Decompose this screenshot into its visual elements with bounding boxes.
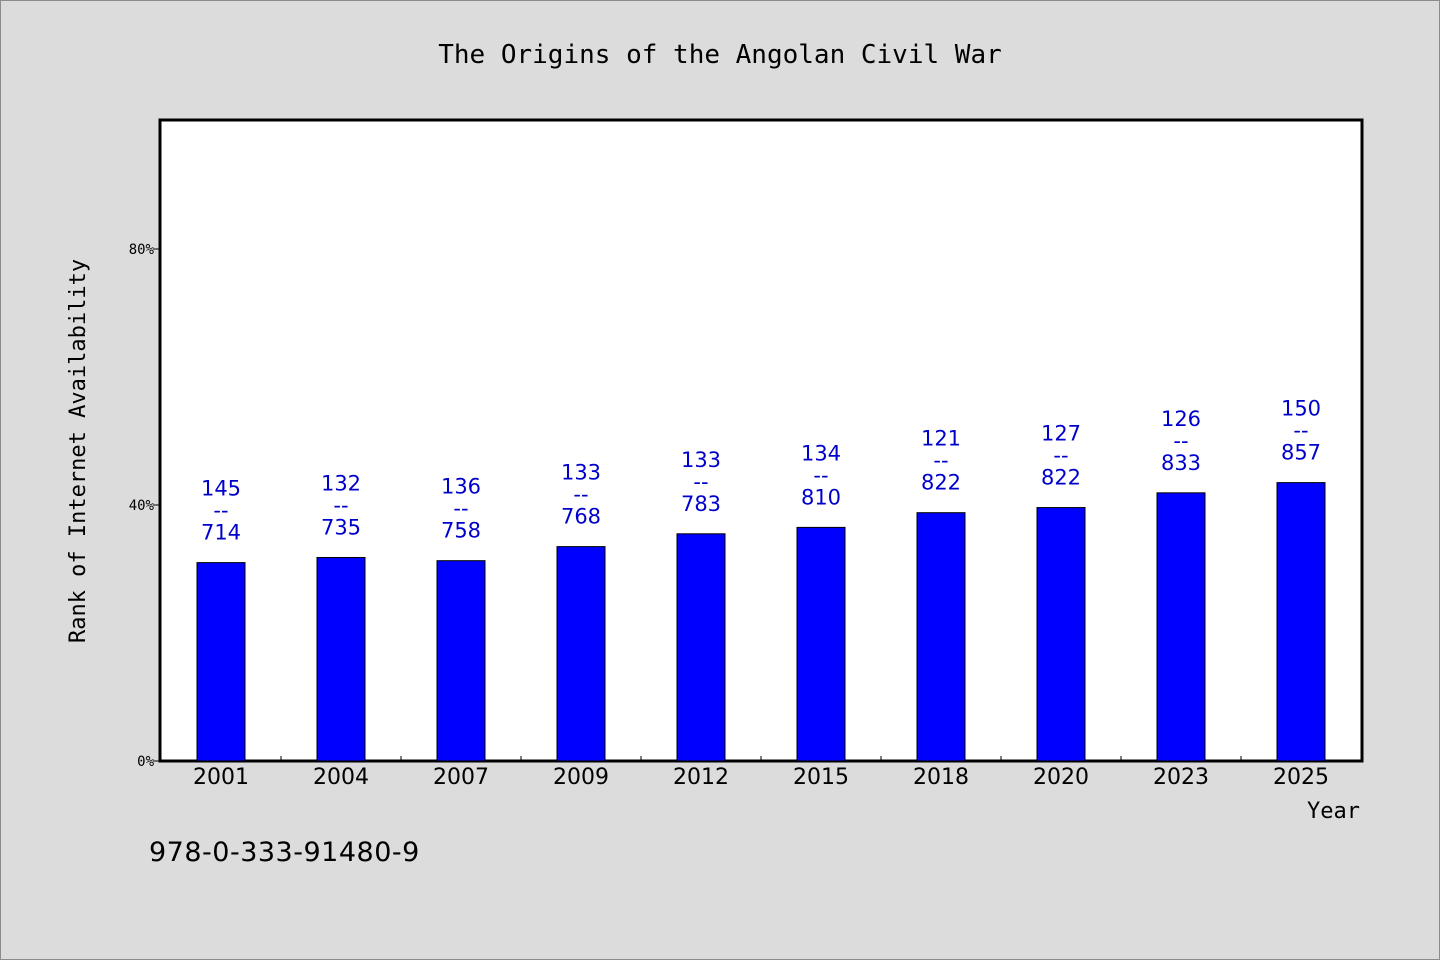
x-axis: 2001 2004 2007 2009 2012 2015 2018 2020 2023 2025 (193, 756, 1329, 790)
data-label-2009-sep: -- (573, 483, 588, 507)
data-label-2025-top: 150 (1281, 397, 1321, 421)
data-label-2007-top: 136 (441, 475, 481, 499)
data-label-2023-sep: -- (1173, 429, 1188, 453)
y-tick-label: 40% (129, 498, 155, 514)
data-label-2012-top: 133 (681, 448, 721, 472)
data-label-2020-sep: -- (1053, 444, 1068, 468)
data-label-2023-bottom: 833 (1161, 451, 1201, 475)
data-label-2020-bottom: 822 (1041, 466, 1081, 490)
data-label-2018-top: 121 (921, 427, 961, 451)
data-label-2015-sep: -- (813, 463, 828, 487)
data-label-2018-sep: -- (933, 449, 948, 473)
x-tick-label-2007: 2007 (433, 765, 489, 790)
data-label-2001-bottom: 714 (201, 521, 241, 545)
data-label-2025-bottom: 857 (1281, 441, 1321, 465)
x-tick-label-2025: 2025 (1273, 765, 1329, 790)
x-tick-label-2015: 2015 (793, 765, 849, 790)
data-label-2007-bottom: 758 (441, 519, 481, 543)
y-tick-label: 80% (129, 242, 155, 258)
data-label-2015-bottom: 810 (801, 485, 841, 509)
bar-2018 (916, 512, 966, 762)
x-tick-label-2009: 2009 (553, 765, 609, 790)
data-label-2018-bottom: 822 (921, 471, 961, 495)
x-tick-label-2023: 2023 (1153, 765, 1209, 790)
x-tick-label-2012: 2012 (673, 765, 729, 790)
data-label-2004-top: 132 (321, 471, 361, 495)
data-label-2025-sep: -- (1293, 419, 1308, 443)
data-label-2023-top: 126 (1161, 407, 1201, 431)
data-label-2015-top: 134 (801, 441, 841, 465)
bar-2004 (316, 556, 366, 762)
isbn-text: 978-0-333-91480-9 (149, 837, 420, 868)
bar-2025 (1276, 482, 1326, 762)
bar-2012 (676, 533, 726, 762)
x-tick-label-2001: 2001 (193, 765, 249, 790)
data-label-2009-bottom: 768 (561, 505, 601, 529)
data-labels-group: 145--714132--735136--758133--768133--783… (201, 397, 1321, 545)
data-label-2009-top: 133 (561, 461, 601, 485)
bar-2015 (796, 526, 846, 762)
y-tick-label: 0% (137, 754, 154, 770)
bars-group (196, 482, 1326, 762)
bar-2023 (1156, 492, 1206, 762)
data-label-2007-sep: -- (453, 497, 468, 521)
data-label-2004-sep: -- (333, 493, 348, 517)
x-tick-label-2020: 2020 (1033, 765, 1089, 790)
x-tick-label-2018: 2018 (913, 765, 969, 790)
chart-title: The Origins of the Angolan Civil War (438, 40, 1002, 70)
y-axis: 0% 40% 80% (129, 242, 161, 770)
bar-2009 (556, 546, 606, 762)
y-axis-label: Rank of Internet Availability (66, 259, 91, 643)
data-label-2020-top: 127 (1041, 422, 1081, 446)
x-tick-label-2004: 2004 (313, 765, 369, 790)
data-label-2012-sep: -- (693, 470, 708, 494)
bar-2020 (1036, 507, 1086, 762)
bar-2007 (436, 560, 486, 762)
data-label-2012-bottom: 783 (681, 492, 721, 516)
data-label-2001-sep: -- (213, 499, 228, 523)
data-label-2001-top: 145 (201, 477, 241, 501)
bar-2001 (196, 562, 246, 762)
data-label-2004-bottom: 735 (321, 515, 361, 539)
x-axis-label: Year (1307, 799, 1360, 824)
